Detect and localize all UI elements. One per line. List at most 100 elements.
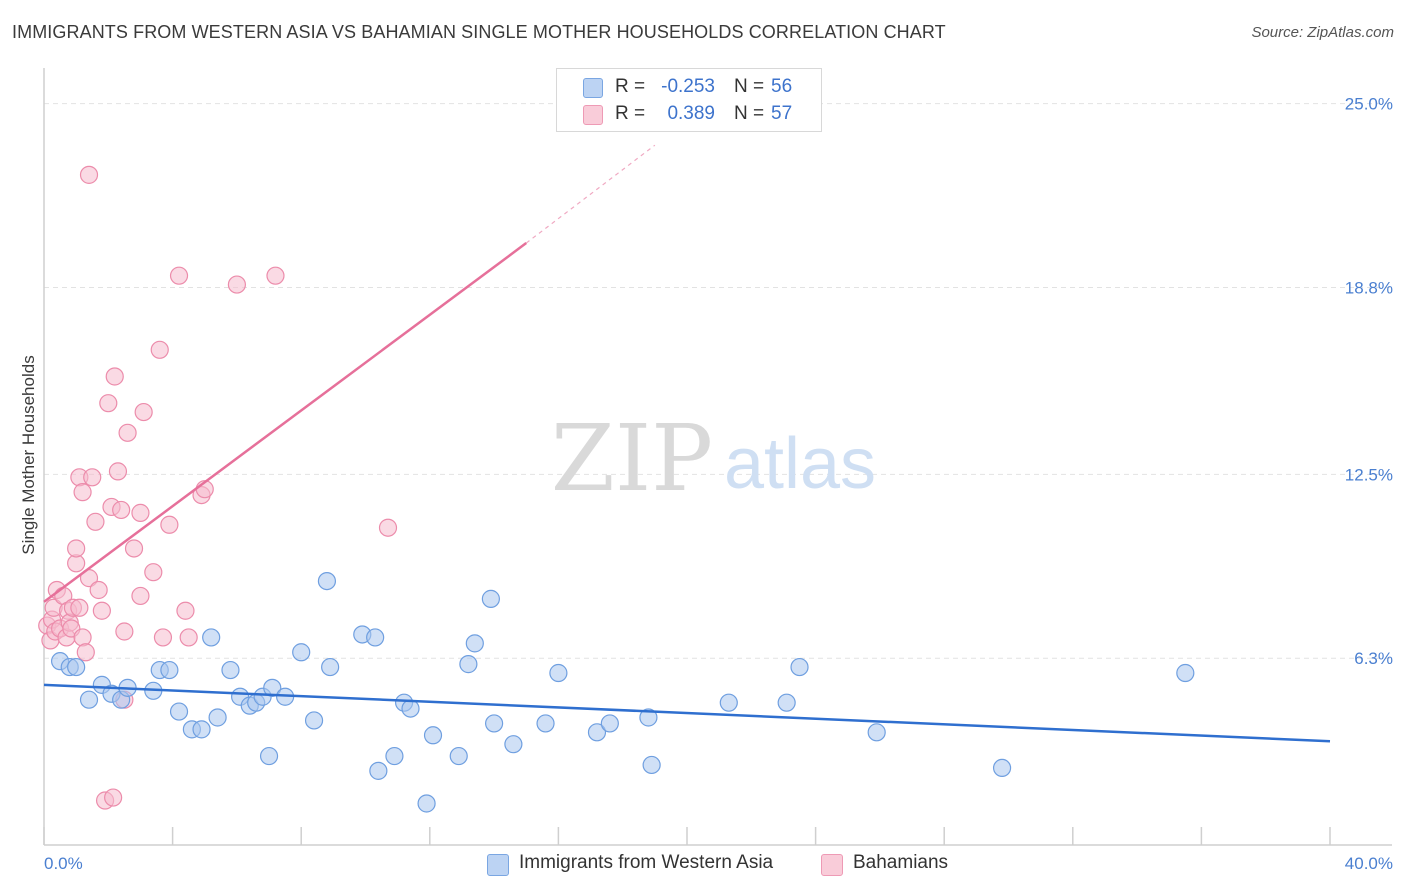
western-asia-point-35: [423, 726, 443, 745]
western-asia-point-42: [536, 714, 555, 733]
western-asia-point-37: [459, 655, 478, 674]
western-asia-point-46: [639, 708, 658, 727]
bahamians-point-49: [227, 275, 246, 294]
bahamians-point-35: [118, 423, 137, 442]
western-asia-point-24: [292, 643, 311, 662]
western-asia-point-40: [485, 714, 504, 733]
western-asia-point-45: [600, 714, 619, 733]
watermark-atlas: atlas: [724, 424, 876, 504]
western-asia-point-22: [263, 678, 282, 697]
western-asia-point-34: [417, 794, 436, 813]
western-asia-point-33: [401, 699, 420, 718]
bahamians-point-27: [99, 394, 118, 413]
bahamians-point-41: [150, 340, 169, 359]
western-asia-point-52: [992, 758, 1012, 778]
bahamians-point-22: [83, 468, 102, 487]
bahamians-point-39: [134, 402, 153, 422]
chart-title: IMMIGRANTS FROM WESTERN ASIA VS BAHAMIAN…: [12, 22, 946, 42]
bahamians-point-36: [124, 539, 144, 558]
tick-labels: 6.3% 12.5% 18.8% 25.0% 0.0% 40.0%: [44, 95, 1393, 873]
bahamians-point-19: [76, 643, 95, 662]
watermark: ZIP atlas: [551, 405, 876, 512]
western-asia-point-10: [160, 660, 179, 680]
western-asia-point-14: [202, 628, 221, 647]
western-asia-point-43: [549, 663, 568, 683]
western-asia-point-27: [317, 571, 337, 591]
bahamians-point-51: [378, 518, 398, 537]
western-asia-point-31: [385, 746, 404, 766]
western-asia-point-38: [465, 634, 484, 653]
legend-swatch-pink: [583, 105, 603, 125]
n-label: N =: [734, 103, 765, 124]
western-asia-point-53: [1176, 663, 1195, 683]
bahamians-point-46: [179, 628, 198, 647]
western-asia-point-49: [777, 693, 796, 712]
western-asia-point-11: [169, 702, 189, 721]
western-asia-point-30: [369, 761, 388, 780]
source-label: Source: ZipAtlas.com: [1251, 24, 1394, 41]
western-asia-point-39: [481, 589, 500, 608]
bahamians-point-50: [266, 266, 285, 285]
x-tick-label-min: 0.0%: [44, 854, 83, 873]
y-tick-label-3: 25.0%: [1345, 95, 1393, 114]
bahamians-point-38: [131, 503, 150, 522]
r-label: R =: [615, 103, 646, 124]
bahamians-trend-extension: [525, 144, 656, 244]
bahamians-point-23: [86, 512, 105, 531]
western-asia-point-15: [208, 708, 227, 727]
axes: [43, 68, 1392, 846]
r-value-pink: 0.389: [667, 103, 715, 124]
bahamians-point-29: [104, 788, 123, 807]
bahamians-point-30: [105, 367, 124, 386]
stats-legend: R = -0.253 N = 56 R = 0.389 N = 57: [556, 68, 822, 132]
bahamians-point-21: [79, 165, 99, 184]
bahamians-point-37: [131, 586, 150, 606]
western-asia-point-47: [642, 755, 661, 775]
western-asia-point-13: [192, 720, 211, 739]
y-tick-label-1: 12.5%: [1345, 465, 1393, 484]
x-tick-label-max: 40.0%: [1345, 854, 1393, 873]
western-asia-point-25: [304, 711, 324, 730]
legend-swatch-pink: [821, 854, 843, 876]
western-asia-point-36: [449, 746, 468, 766]
western-asia-point-16: [221, 660, 240, 680]
y-tick-label-2: 18.8%: [1345, 279, 1393, 298]
bahamians-trend-line: [43, 242, 527, 603]
western-asia-point-21: [259, 746, 279, 766]
n-label: N =: [734, 76, 765, 97]
n-value-pink: 57: [771, 103, 793, 124]
western-asia-point-48: [719, 693, 738, 712]
bahamians-point-42: [153, 628, 173, 647]
bahamians-point-31: [108, 462, 128, 481]
western-asia-points: [50, 571, 1195, 813]
western-asia-point-44: [587, 723, 607, 742]
gridlines: [44, 103, 1392, 659]
watermark-zip: ZIP: [551, 405, 713, 512]
western-asia-point-41: [504, 735, 523, 754]
bahamians-point-24: [89, 580, 108, 600]
legend-swatch-blue: [583, 78, 603, 98]
bahamians-point-45: [176, 601, 195, 620]
western-asia-point-29: [366, 628, 385, 647]
western-asia-trend-line: [43, 683, 1331, 743]
stats-legend-row-blue: R = -0.253 N = 56: [557, 73, 821, 101]
bahamians-point-15: [70, 598, 89, 617]
bahamians-point-40: [144, 563, 163, 582]
bahamians-point-25: [92, 601, 111, 620]
r-label: R =: [615, 76, 646, 97]
r-value-blue: -0.253: [661, 76, 715, 97]
bahamians-point-17: [73, 483, 92, 502]
stats-legend-row-pink: R = 0.389 N = 57: [557, 100, 821, 128]
western-asia-point-2: [67, 657, 86, 677]
bahamians-points: [38, 165, 398, 810]
western-asia-point-26: [321, 657, 340, 677]
western-asia-point-50: [790, 657, 809, 677]
bahamians-point-43: [160, 515, 179, 534]
western-asia-point-51: [867, 723, 886, 742]
legend-swatch-blue: [487, 854, 509, 876]
legend-label-western-asia: Immigrants from Western Asia: [519, 852, 774, 873]
n-value-blue: 56: [771, 76, 793, 97]
bahamians-point-44: [169, 266, 189, 285]
bahamians-point-14: [67, 539, 86, 558]
